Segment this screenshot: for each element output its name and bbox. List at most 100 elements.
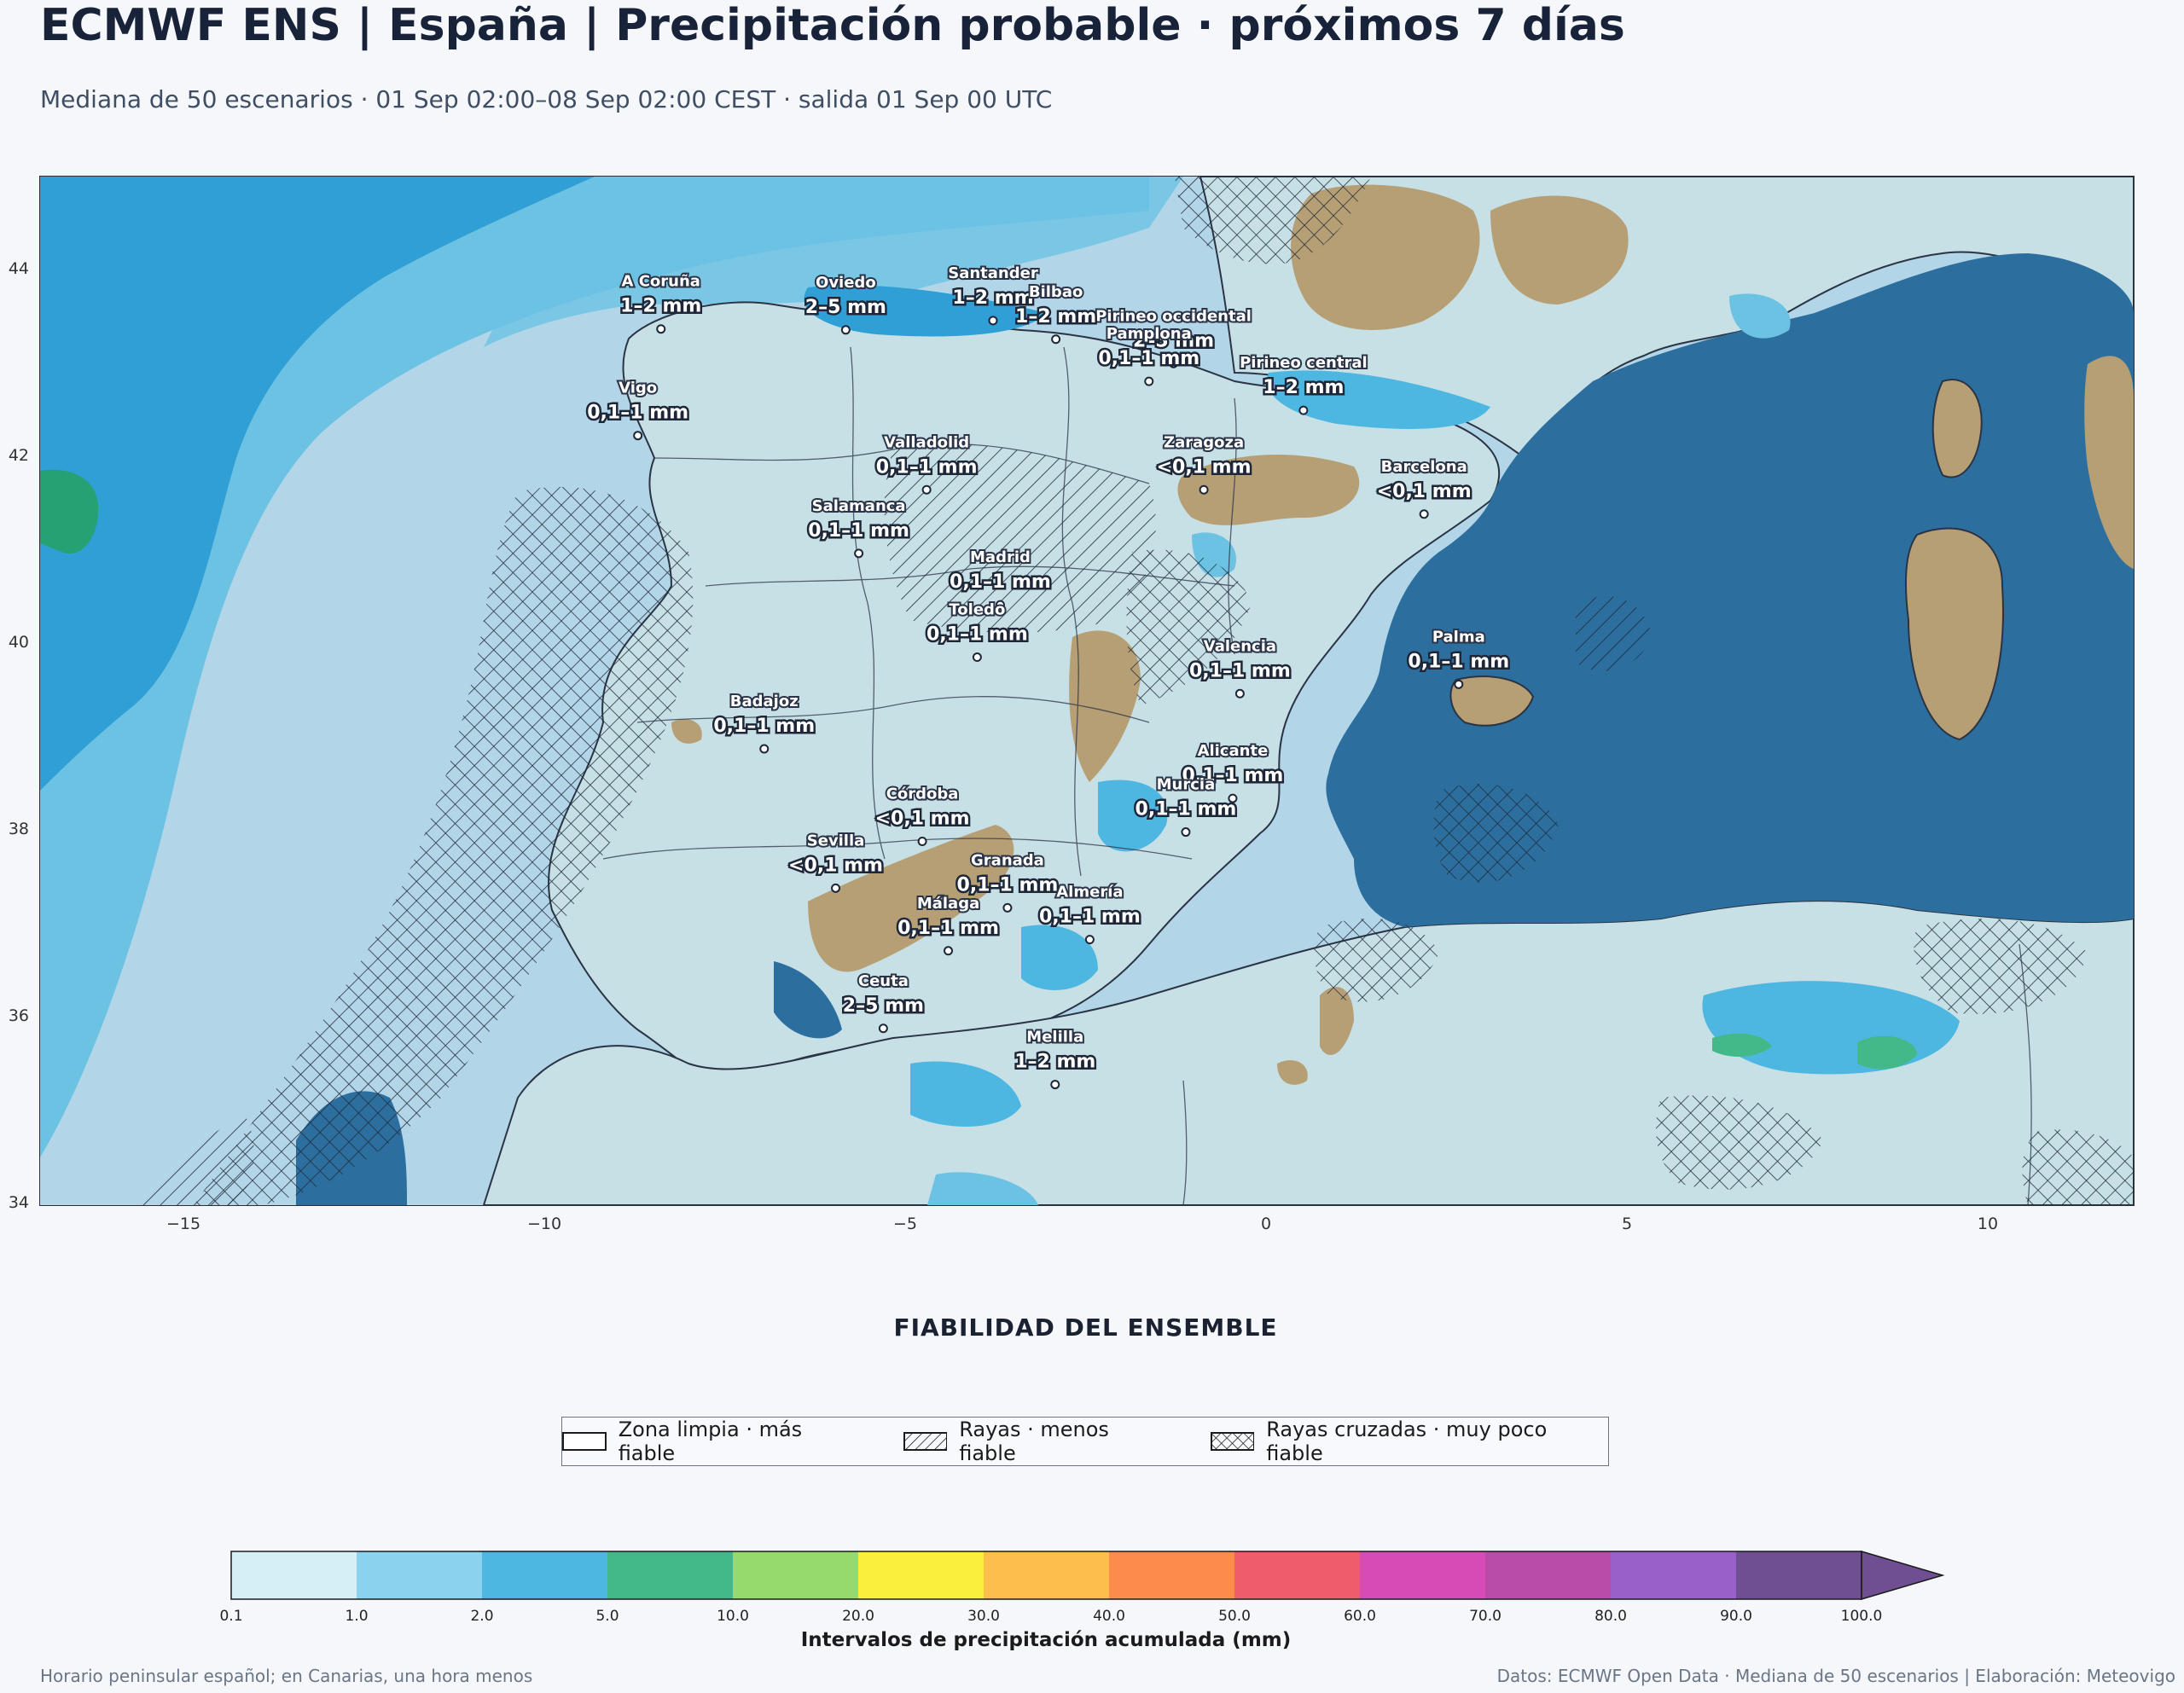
city-name: Melilla: [1026, 1029, 1083, 1047]
city-precip-value: 1–2 mm: [1015, 306, 1096, 328]
precipitation-map[interactable]: A Coruña 1–2 mm Oviedo 2–5 mm Santander 1–2 m…: [39, 176, 2135, 1206]
legend-label: Rayas · menos fiable: [959, 1418, 1109, 1465]
reliability-legend: Zona limpia · más fiable Rayas · menos f…: [561, 1417, 1609, 1466]
city-label: Toledo 0,1–1 mm: [924, 600, 1030, 663]
city-precip-value: 0,1–1 mm: [876, 456, 978, 478]
y-tick: 44: [8, 259, 29, 278]
city-precip-value: 0,1–1 mm: [1039, 907, 1141, 928]
colorbar-tick: 20.0: [842, 1608, 874, 1625]
city-marker: [1051, 334, 1061, 345]
city-marker: [1228, 793, 1238, 803]
city-precip-value: 1–2 mm: [1263, 377, 1344, 398]
legend-label: Rayas cruzadas · muy poco fiable: [1266, 1418, 1548, 1465]
crosshatch-swatch-icon: [1210, 1432, 1255, 1451]
city-name: Murcia: [1157, 776, 1216, 794]
colorbar-segment: [1611, 1551, 1736, 1599]
city-name: Barcelona: [1381, 458, 1467, 476]
colorbar-tick: 80.0: [1594, 1608, 1627, 1625]
colorbar-segment: [1234, 1551, 1360, 1599]
city-marker: [1084, 935, 1095, 945]
city-label: Valladolid 0,1–1 mm: [874, 432, 979, 495]
city-precip-value: 0,1–1 mm: [587, 403, 688, 424]
colorbar-tick: 50.0: [1218, 1608, 1251, 1625]
city-precip-value: 0,1–1 mm: [1408, 651, 1509, 672]
city-precip-value: 0,1–1 mm: [926, 624, 1028, 646]
city-name: Málaga: [917, 895, 979, 913]
city-label: Oviedo 2–5 mm: [803, 272, 888, 335]
y-tick: 38: [8, 820, 29, 838]
city-precip-value: 2–5 mm: [1133, 330, 1214, 351]
x-tick: 5: [1621, 1215, 1633, 1233]
city-name: Badajoz: [730, 693, 799, 710]
city-marker: [1144, 376, 1154, 386]
city-name: Valladolid: [884, 433, 969, 451]
city-label: Santander 1–2 mm: [946, 263, 1040, 326]
city-name: Pirineo central: [1240, 354, 1368, 372]
colorbar-tick: 5.0: [595, 1608, 619, 1625]
colorbar-label: Intervalos de precipitación acumulada (m…: [800, 1629, 1292, 1651]
city-name: Bilbao: [1029, 283, 1083, 301]
city-name: A Coruña: [622, 273, 700, 291]
reliability-title: FIABILIDAD DEL ENSEMBLE: [893, 1313, 1278, 1342]
city-label: Murcia 0,1–1 mm: [1133, 774, 1239, 838]
city-marker: [1298, 405, 1309, 415]
footer-credits: Datos: ECMWF Open Data · Mediana de 50 e…: [1496, 1666, 2175, 1686]
city-label: A Coruña 1–2 mm: [619, 271, 704, 334]
precipitation-colorbar: [230, 1551, 1945, 1600]
city-name: Santander: [948, 264, 1038, 282]
colorbar-segment: [231, 1551, 357, 1599]
colorbar-tick: 30.0: [967, 1608, 1000, 1625]
city-precip-value: 0,1–1 mm: [1136, 799, 1237, 820]
page-subtitle: Mediana de 50 escenarios · 01 Sep 02:00–…: [40, 85, 1053, 113]
city-marker: [854, 548, 864, 559]
y-tick: 42: [8, 446, 29, 465]
city-precip-value: 0,1–1 mm: [957, 874, 1059, 896]
legend-item-diagonal: Rayas · menos fiable: [903, 1418, 1171, 1465]
city-label: Valencia 0,1–1 mm: [1187, 635, 1292, 699]
x-tick: −10: [526, 1215, 562, 1233]
city-precip-value: <0,1 mm: [1157, 456, 1252, 478]
clean-swatch-icon: [562, 1432, 607, 1451]
city-marker: [831, 883, 841, 893]
city-name: Alicante: [1198, 742, 1269, 760]
city-marker: [995, 600, 1005, 610]
city-marker: [972, 652, 982, 663]
city-precip-value: 1–2 mm: [952, 287, 1033, 309]
city-precip-value: 0,1–1 mm: [808, 520, 909, 542]
city-marker: [1234, 688, 1245, 699]
city-label: Ceuta 2–5 mm: [840, 971, 926, 1034]
city-marker: [1199, 484, 1209, 495]
colorbar-tick: 10.0: [717, 1608, 749, 1625]
city-label: Salamanca 0,1–1 mm: [806, 496, 911, 559]
city-marker: [1419, 509, 1429, 519]
city-label: Zaragoza <0,1 mm: [1154, 432, 1253, 495]
city-name: Madrid: [970, 548, 1031, 566]
city-precip-value: 0,1–1 mm: [897, 918, 999, 939]
colorbar-segment: [858, 1551, 984, 1599]
city-marker: [840, 325, 851, 335]
city-name: Pamplona: [1107, 325, 1192, 343]
city-label: Córdoba <0,1 mm: [873, 784, 972, 847]
colorbar-segment: [1485, 1551, 1611, 1599]
hatch-swatch-icon: [903, 1432, 948, 1451]
x-tick: −5: [892, 1215, 918, 1233]
legend-item-crosshatch: Rayas cruzadas · muy poco fiable: [1210, 1418, 1608, 1465]
y-tick: 34: [8, 1193, 29, 1212]
y-tick: 36: [8, 1006, 29, 1025]
colorbar-segment: [1736, 1551, 1862, 1599]
city-precip-value: <0,1 mm: [1377, 481, 1472, 502]
colorbar-tick: 0.1: [219, 1608, 243, 1625]
city-label: Pirineo occidental 2–5 mm: [1094, 305, 1253, 368]
city-name: Salamanca: [812, 497, 906, 515]
city-label: Madrid 0,1–1 mm: [948, 547, 1053, 610]
city-marker: [1002, 902, 1013, 913]
colorbar-segment: [1109, 1551, 1234, 1599]
city-precip-value: 2–5 mm: [805, 297, 886, 318]
colorbar-outline: [230, 1551, 1862, 1600]
y-tick: 40: [8, 633, 29, 652]
city-marker: [917, 837, 927, 847]
city-label: Badajoz 0,1–1 mm: [712, 691, 817, 754]
city-precip-value: 0,1–1 mm: [1182, 765, 1284, 786]
city-label: Sevilla <0,1 mm: [787, 830, 885, 893]
city-label: Bilbao 1–2 mm: [1014, 281, 1099, 345]
